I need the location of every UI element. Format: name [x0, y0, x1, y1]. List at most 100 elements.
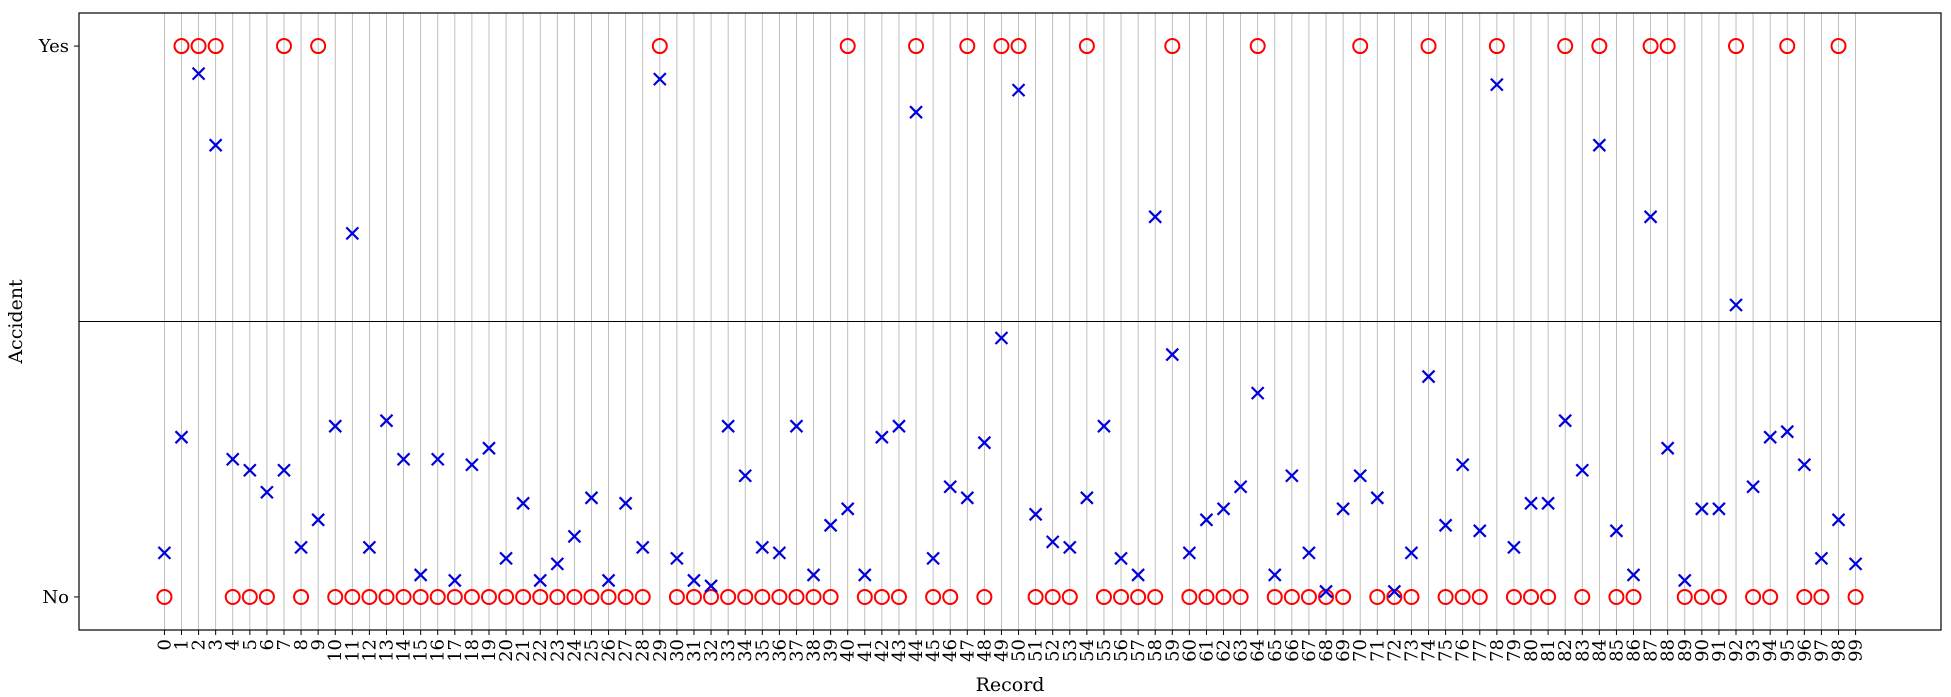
predicted-point: [1797, 457, 1812, 472]
predicted-point: [413, 568, 428, 582]
predicted-point: [1216, 502, 1231, 516]
actual-point: [839, 38, 856, 55]
predicted-point: [1729, 298, 1743, 312]
x-tick-label: 27: [616, 639, 637, 662]
actual-point: [788, 588, 805, 605]
predicted-point: [1199, 513, 1214, 527]
x-tick-label: 23: [547, 639, 568, 662]
actual-series: [156, 38, 1864, 605]
actual-point: [224, 588, 241, 605]
predicted-point: [294, 540, 308, 555]
actual-point: [976, 588, 993, 605]
predicted-point: [1643, 210, 1658, 224]
actual-point: [361, 588, 378, 605]
actual-point: [925, 588, 942, 605]
actual-point: [1061, 588, 1078, 605]
actual-point: [327, 588, 344, 605]
actual-point: [1437, 588, 1454, 605]
actual-point: [1300, 588, 1317, 605]
predicted-point: [618, 496, 633, 511]
actual-point: [583, 588, 600, 605]
actual-point: [1164, 38, 1181, 55]
predicted-point: [1626, 568, 1641, 582]
predicted-point: [1114, 551, 1128, 566]
predicted-point: [858, 568, 872, 582]
x-tick-label: 35: [752, 639, 773, 662]
predicted-point: [362, 540, 377, 555]
x-tick-label: 64: [1248, 639, 1269, 662]
actual-point: [873, 588, 890, 605]
x-tick-label: 53: [1060, 639, 1081, 662]
predicted-point: [1660, 441, 1675, 455]
x-tick-label: 57: [1128, 639, 1149, 662]
predicted-point: [379, 413, 394, 428]
predicted-point: [1746, 479, 1760, 494]
predicted-point: [277, 463, 291, 478]
predicted-point: [260, 485, 274, 500]
actual-point: [1181, 588, 1198, 605]
x-tick-label: 66: [1282, 639, 1303, 662]
y-axis-ticks: No Yes: [38, 36, 79, 608]
actual-point: [856, 588, 873, 605]
predicted-point: [892, 419, 906, 433]
x-tick-label: 68: [1316, 639, 1337, 662]
actual-point: [1266, 588, 1283, 605]
actual-point: [805, 588, 822, 605]
actual-point: [395, 588, 412, 605]
predicted-point: [1353, 468, 1367, 483]
x-tick-label: 39: [821, 639, 842, 662]
actual-point: [173, 38, 190, 55]
actual-point: [1078, 38, 1095, 55]
predicted-point: [1268, 568, 1282, 582]
actual-point: [1215, 588, 1232, 605]
actual-point: [668, 588, 685, 605]
predicted-point: [1063, 540, 1077, 555]
actual-point: [1198, 588, 1215, 605]
x-tick-label: 84: [1589, 639, 1610, 662]
predicted-point: [1182, 546, 1197, 560]
x-tick-label: 71: [1367, 639, 1388, 662]
x-tick-label: 91: [1709, 639, 1730, 662]
x-tick-label: 7: [274, 639, 295, 650]
predicted-point: [174, 430, 189, 444]
predicted-point: [430, 452, 445, 467]
x-tick-label: 86: [1624, 639, 1645, 662]
actual-point: [310, 38, 327, 55]
actual-point: [1095, 588, 1112, 605]
actual-point: [1728, 38, 1745, 55]
x-tick-label: 89: [1675, 639, 1696, 662]
x-tick-label: 87: [1641, 639, 1662, 662]
x-tick-label: 54: [1077, 639, 1098, 662]
actual-point: [344, 588, 361, 605]
x-tick-label: 96: [1794, 639, 1815, 662]
predicted-point: [1507, 540, 1521, 555]
actual-point: [1642, 38, 1659, 55]
predicted-point: [1165, 347, 1180, 362]
x-tick-label: 3: [206, 639, 227, 650]
predicted-point: [1302, 546, 1316, 560]
actual-point: [1608, 588, 1625, 605]
predicted-point: [653, 72, 667, 86]
predicted-point: [909, 105, 923, 119]
x-tick-label: 74: [1419, 639, 1440, 662]
x-axis-label: Record: [976, 674, 1045, 696]
actual-point: [532, 588, 549, 605]
actual-point: [685, 588, 702, 605]
predicted-point: [1712, 502, 1726, 516]
predicted-point: [396, 452, 411, 467]
x-tick-label: 88: [1658, 639, 1679, 662]
x-tick-label: 31: [684, 639, 705, 662]
actual-point: [1659, 38, 1676, 55]
x-tick-label: 81: [1538, 639, 1559, 662]
predicted-point: [1421, 369, 1436, 384]
predicted-point: [1763, 430, 1777, 444]
predicted-point: [1336, 502, 1350, 516]
predicted-point: [1011, 83, 1026, 97]
predicted-point: [1558, 413, 1572, 428]
predicted-series: [157, 66, 1863, 599]
actual-point: [908, 38, 925, 55]
predicted-point: [1575, 463, 1590, 478]
x-tick-label: 60: [1179, 639, 1200, 662]
actual-point: [1130, 588, 1147, 605]
